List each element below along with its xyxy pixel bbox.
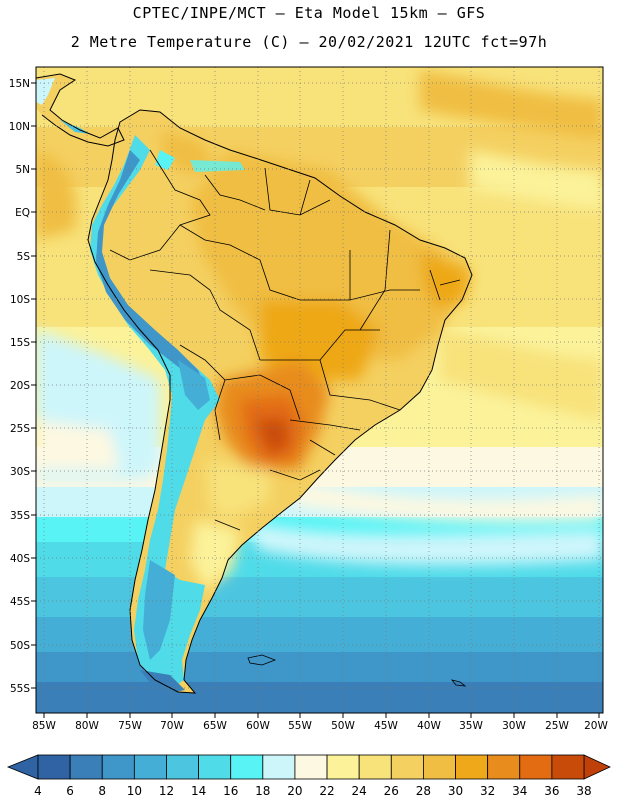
- colorbar-under-arrow: [6, 754, 39, 780]
- colorbar-label: 8: [98, 784, 106, 798]
- colorbar-label: 10: [127, 784, 142, 798]
- colorbar-label: 22: [319, 784, 334, 798]
- lat-label-40s: 40S: [10, 553, 30, 565]
- colorbar-swatch: [423, 754, 456, 780]
- lat-label-15n: 15N: [9, 78, 30, 90]
- colorbar-label: 26: [384, 784, 399, 798]
- colorbar: 4 6 8 10 12 14 16 18 20 22 24 26 28 30 32 34 36 38: [6, 754, 611, 798]
- colorbar-label: 24: [352, 784, 367, 798]
- lat-label-20s: 20S: [10, 380, 30, 392]
- lon-label-80w: 80W: [75, 720, 99, 732]
- lon-label-60w: 60W: [246, 720, 270, 732]
- lat-label-25s: 25S: [10, 423, 30, 435]
- lon-label-55w: 55W: [288, 720, 312, 732]
- colorbar-swatch: [101, 754, 135, 780]
- colorbar-swatch: [358, 754, 392, 780]
- colorbar-label: 4: [34, 784, 42, 798]
- colorbar-swatch: [166, 754, 199, 780]
- lon-label-50w: 50W: [331, 720, 355, 732]
- colorbar-swatch: [37, 754, 71, 780]
- lat-label-30s: 30S: [10, 466, 30, 478]
- colorbar-swatch: [133, 754, 167, 780]
- lon-label-35w: 35W: [459, 720, 483, 732]
- lon-label-70w: 70W: [160, 720, 184, 732]
- lat-label-50s: 50S: [10, 640, 30, 652]
- lon-label-65w: 65W: [203, 720, 227, 732]
- colorbar-label: 32: [480, 784, 495, 798]
- colorbar-label: 12: [159, 784, 174, 798]
- map-title-line2: 2 Metre Temperature (C) – 20/02/2021 12U…: [70, 33, 548, 51]
- colorbar-swatch: [487, 754, 521, 780]
- colorbar-label: 14: [191, 784, 206, 798]
- colorbar-swatch: [551, 754, 585, 780]
- colorbar-label: 34: [512, 784, 527, 798]
- colorbar-swatch: [198, 754, 232, 780]
- colorbar-label: 6: [66, 784, 74, 798]
- central-america-land: [36, 74, 124, 146]
- map-field: [36, 67, 603, 713]
- colorbar-label: 28: [416, 784, 431, 798]
- graticule: [36, 67, 603, 713]
- lon-label-20w: 20W: [584, 720, 608, 732]
- lat-label-10s: 10S: [10, 294, 30, 306]
- colorbar-swatch: [326, 754, 360, 780]
- colorbar-swatch: [519, 754, 553, 780]
- colorbar-label: 20: [287, 784, 302, 798]
- lon-label-85w: 85W: [32, 720, 56, 732]
- latitude-labels: 15N 10N 5N EQ 5S 10S 15S 20S 25S 30S 35S…: [9, 78, 31, 695]
- colorbar-swatch: [262, 754, 296, 780]
- colorbar-label: 36: [544, 784, 559, 798]
- lat-label-5s: 5S: [17, 251, 31, 263]
- axis-ticks: [31, 82, 600, 718]
- lon-label-45w: 45W: [374, 720, 398, 732]
- colorbar-swatch: [455, 754, 489, 780]
- lat-label-15s: 15S: [10, 337, 30, 349]
- colorbar-label: 18: [255, 784, 270, 798]
- map-frame: [35, 66, 604, 714]
- map-title-line1: CPTEC/INPE/MCT – Eta Model 15km – GFS: [132, 4, 486, 22]
- colorbar-swatch: [294, 754, 328, 780]
- colorbar-label: 30: [448, 784, 463, 798]
- colorbar-label: 38: [576, 784, 591, 798]
- lon-label-30w: 30W: [502, 720, 526, 732]
- colorbar-swatch: [230, 754, 264, 780]
- lon-label-75w: 75W: [118, 720, 142, 732]
- lon-label-25w: 25W: [545, 720, 569, 732]
- longitude-labels: 85W 80W 75W 70W 65W 60W 55W 50W 45W 40W …: [32, 720, 608, 732]
- lat-label-eq: EQ: [15, 207, 30, 219]
- colorbar-over-arrow: [583, 754, 611, 780]
- lat-label-55s: 55S: [10, 683, 30, 695]
- colorbar-label: 16: [223, 784, 238, 798]
- lat-label-10n: 10N: [9, 121, 30, 133]
- lat-label-5n: 5N: [15, 164, 30, 176]
- lon-label-40w: 40W: [417, 720, 441, 732]
- colorbar-swatch: [390, 754, 424, 780]
- lat-label-35s: 35S: [10, 510, 30, 522]
- lat-label-45s: 45S: [10, 596, 30, 608]
- colorbar-swatch: [69, 754, 103, 780]
